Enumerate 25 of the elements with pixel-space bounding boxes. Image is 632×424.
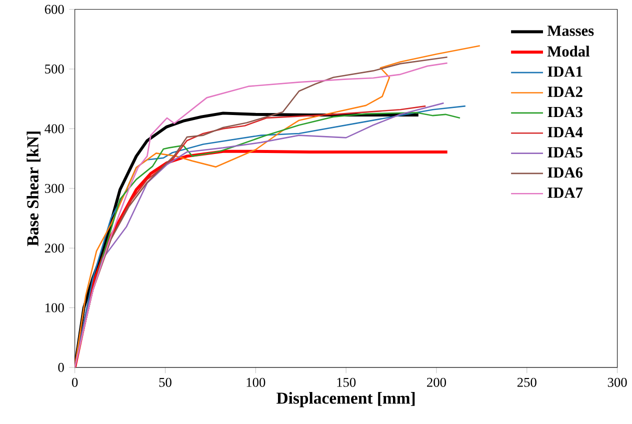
x-tick-label: 250 <box>517 378 536 388</box>
legend-label: IDA2 <box>548 86 582 98</box>
legend-label: IDA1 <box>548 66 582 77</box>
y-tick-label: 200 <box>44 244 64 253</box>
legend-label: IDA5 <box>548 147 582 158</box>
x-tick-label: 150 <box>337 378 356 388</box>
y-tick-label: 500 <box>45 64 64 74</box>
legend-label: IDA6 <box>548 168 583 178</box>
x-tick-label: 200 <box>427 378 446 388</box>
y-tick-label: 300 <box>45 184 64 194</box>
legend-label: Modal <box>547 46 590 57</box>
y-axis-title: Base Shear [kN] <box>26 132 41 246</box>
x-tick-label: 0 <box>72 378 78 388</box>
y-tick-label: 100 <box>46 303 64 312</box>
legend-label: IDA4 <box>548 127 583 138</box>
x-tick-label: 100 <box>246 378 266 388</box>
legend-label: IDA3 <box>548 107 582 118</box>
y-tick-label: 600 <box>44 5 64 14</box>
y-tick-label: 0 <box>58 363 64 372</box>
x-axis-title: Displacement [mm] <box>276 392 415 408</box>
legend-label: IDA7 <box>548 188 583 198</box>
x-tick-label: 300 <box>608 378 627 388</box>
x-tick-label: 50 <box>159 378 172 388</box>
y-tick-label: 400 <box>44 124 64 134</box>
legend-label: Masses <box>547 26 594 36</box>
